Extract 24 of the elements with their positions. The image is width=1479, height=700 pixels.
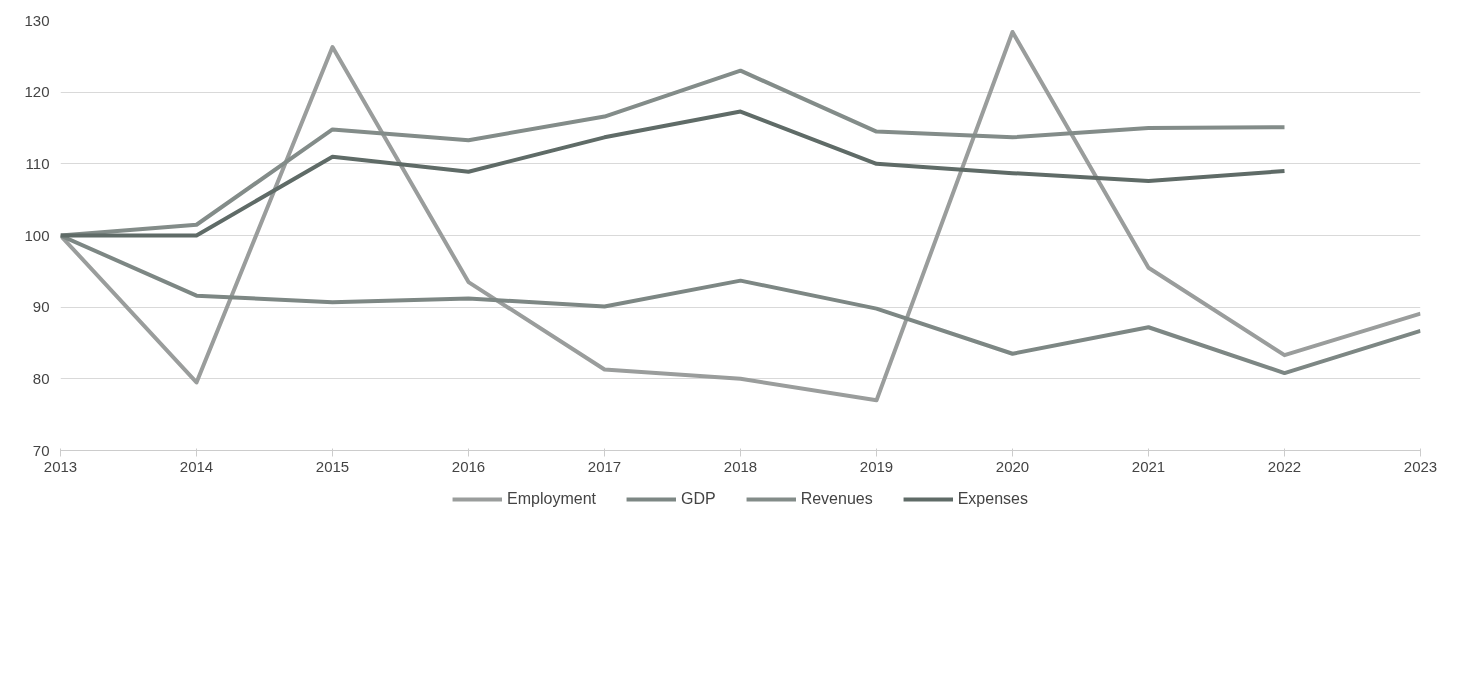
legend-label: GDP xyxy=(680,490,716,508)
line-series xyxy=(60,29,1421,403)
x-tick-label: 2020 xyxy=(995,457,1030,475)
line-series xyxy=(60,109,1287,238)
x-tick-label: 2016 xyxy=(451,457,486,475)
legend-label: Revenues xyxy=(800,490,873,508)
x-tick-label: 2013 xyxy=(43,457,78,475)
y-tick-label: 100 xyxy=(24,226,50,244)
legend-label: Expenses xyxy=(957,490,1028,508)
y-tick-label: 90 xyxy=(32,298,50,316)
y-tick-label: 120 xyxy=(24,83,50,101)
x-tick-label: 2021 xyxy=(1131,457,1166,475)
y-tick-label: 130 xyxy=(24,11,50,29)
x-tick-label: 2018 xyxy=(723,457,758,475)
y-tick-label: 70 xyxy=(32,441,50,459)
x-tick-label: 2019 xyxy=(859,457,894,475)
legend-label: Employment xyxy=(507,490,596,508)
x-tick-label: 2023 xyxy=(1403,457,1438,475)
y-tick-label: 110 xyxy=(25,154,50,172)
x-tick-label: 2022 xyxy=(1267,457,1302,475)
x-tick-label: 2014 xyxy=(179,457,214,475)
y-tick-label: 80 xyxy=(32,369,50,387)
x-tick-label: 2015 xyxy=(315,457,350,475)
x-tick-label: 2017 xyxy=(587,457,622,475)
